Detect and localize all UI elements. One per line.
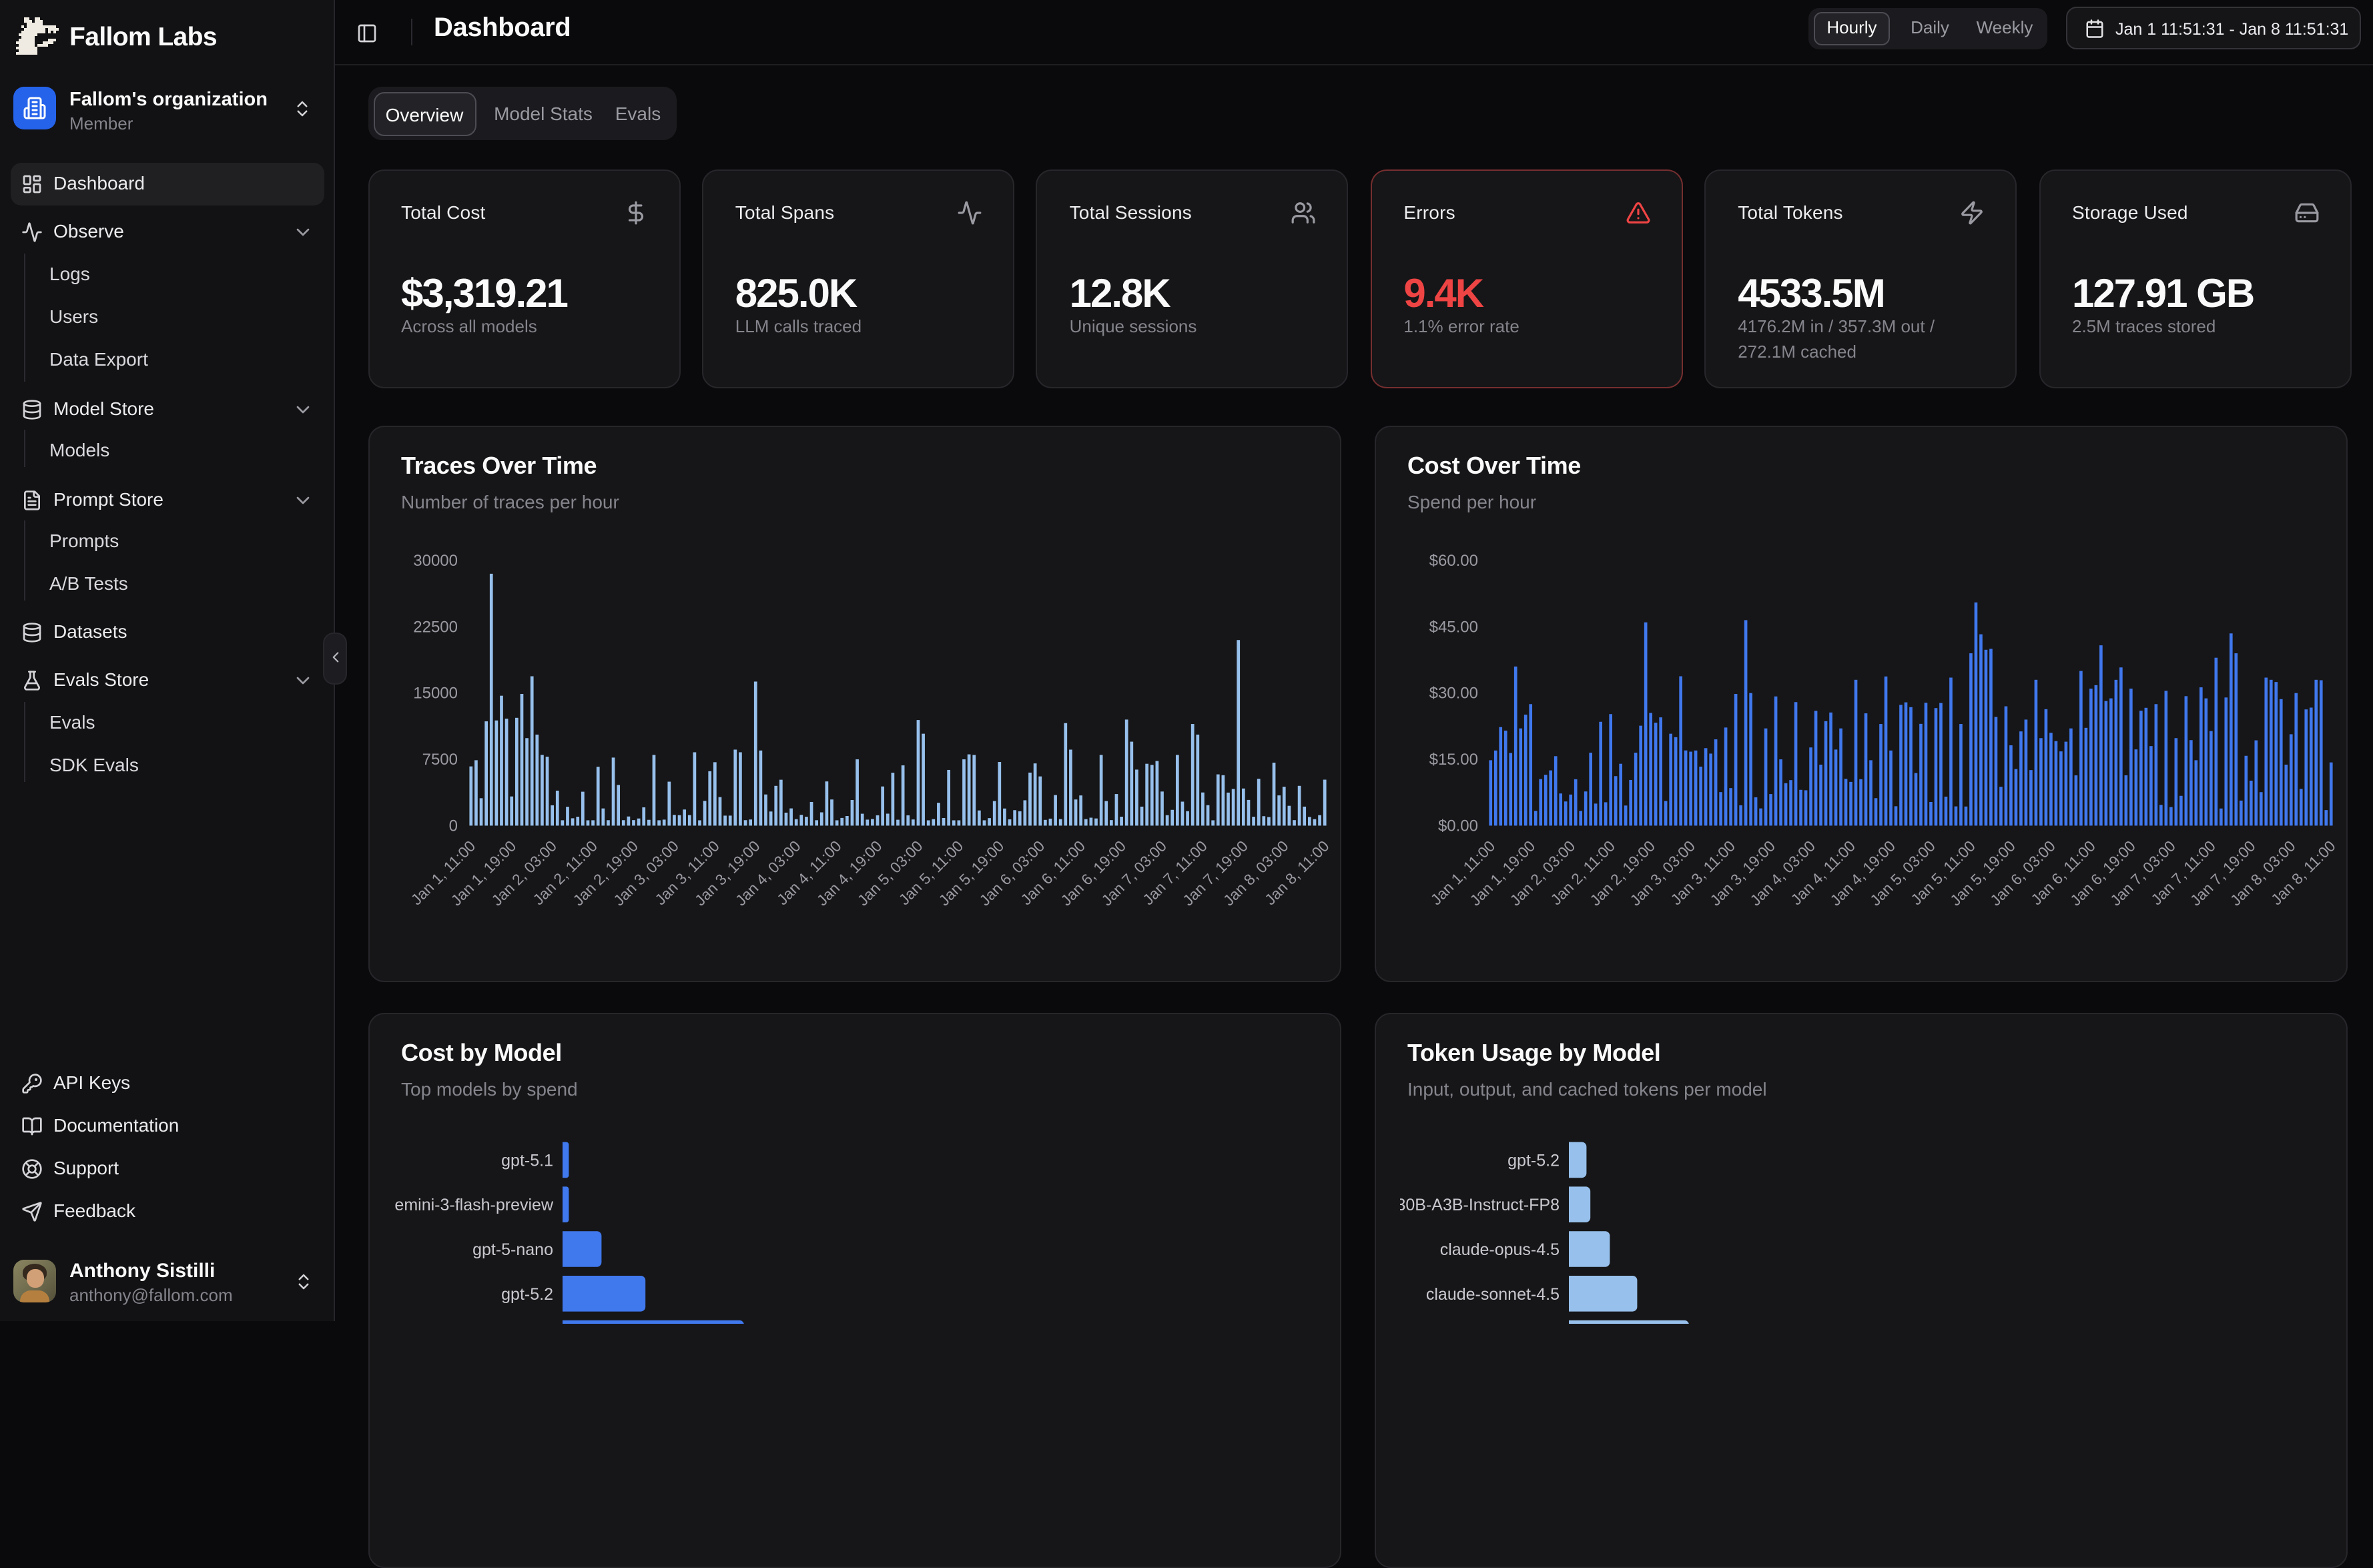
- svg-text:claude-opus-4.5: claude-opus-4.5: [1439, 1240, 1559, 1258]
- svg-text:7500: 7500: [422, 751, 457, 769]
- svg-text:30000: 30000: [412, 552, 457, 570]
- svg-text:$45.00: $45.00: [1429, 618, 1477, 636]
- svg-text:gpt-5.1: gpt-5.1: [500, 1150, 553, 1169]
- svg-text:22500: 22500: [412, 618, 457, 636]
- svg-text:gpt-5.2: gpt-5.2: [1507, 1150, 1559, 1169]
- svg-text:$30.00: $30.00: [1429, 685, 1477, 703]
- svg-text:gpt-5.2: gpt-5.2: [500, 1284, 553, 1303]
- svg-text:claude-sonnet-4.5: claude-sonnet-4.5: [1425, 1284, 1559, 1303]
- svg-text:$0.00: $0.00: [1437, 817, 1477, 835]
- svg-text:gemini-3-flash-preview: gemini-3-flash-preview: [385, 1195, 553, 1214]
- svg-text:15000: 15000: [412, 685, 457, 703]
- svg-text:$60.00: $60.00: [1429, 552, 1477, 570]
- svg-text:gpt-5-nano: gpt-5-nano: [472, 1240, 553, 1258]
- svg-text:$15.00: $15.00: [1429, 751, 1477, 769]
- svg-text:0: 0: [448, 817, 457, 835]
- svg-text:Qwen3-30B-A3B-Instruct-FP8: Qwen3-30B-A3B-Instruct-FP8: [1375, 1195, 1559, 1214]
